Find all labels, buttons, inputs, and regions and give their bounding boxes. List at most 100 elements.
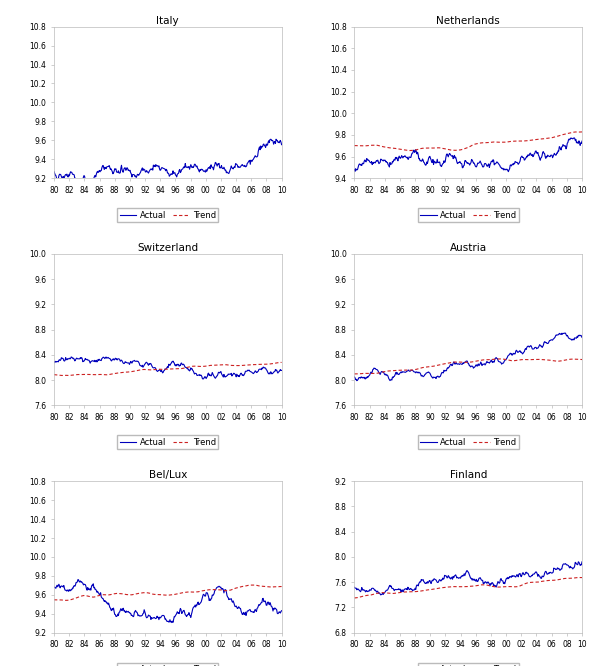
Trend: [389, 589, 396, 597]
Trend: [351, 142, 358, 150]
Actual: [380, 157, 387, 165]
Actual: [274, 369, 281, 377]
Actual: [467, 575, 475, 583]
Legend: Actual, Trend: Actual, Trend: [418, 208, 519, 222]
Actual: [428, 372, 436, 380]
Line: Actual: Actual: [355, 138, 582, 172]
Actual: [518, 571, 526, 579]
Trend: [427, 362, 434, 370]
Actual: [467, 362, 475, 370]
Actual: [505, 168, 512, 176]
Line: Trend: Trend: [54, 585, 281, 600]
Trend: [79, 194, 86, 202]
Legend: Actual, Trend: Actual, Trend: [117, 663, 218, 666]
Line: Trend: Trend: [54, 190, 281, 201]
Actual: [351, 165, 358, 173]
Trend: [406, 147, 413, 155]
Trend: [578, 128, 586, 136]
Line: Actual: Actual: [54, 139, 281, 187]
Legend: Actual, Trend: Actual, Trend: [117, 436, 218, 450]
Actual: [167, 618, 174, 626]
Trend: [88, 194, 95, 202]
Trend: [467, 142, 475, 150]
Title: Austria: Austria: [449, 243, 487, 253]
Actual: [88, 357, 95, 365]
Actual: [575, 332, 582, 340]
Actual: [578, 334, 586, 342]
Trend: [58, 372, 65, 380]
Trend: [388, 367, 395, 375]
Trend: [128, 368, 135, 376]
Actual: [575, 139, 582, 147]
Actual: [377, 591, 385, 599]
Trend: [518, 356, 526, 364]
Trend: [88, 371, 95, 379]
Trend: [167, 196, 174, 204]
Line: Actual: Actual: [355, 333, 582, 381]
Trend: [278, 358, 285, 366]
Line: Actual: Actual: [355, 562, 582, 595]
Actual: [80, 357, 87, 365]
Actual: [389, 585, 396, 593]
Trend: [127, 193, 134, 201]
Trend: [380, 368, 387, 376]
Title: Finland: Finland: [449, 470, 487, 480]
Actual: [68, 353, 75, 361]
Trend: [380, 143, 387, 151]
Actual: [74, 575, 82, 583]
Trend: [574, 128, 581, 136]
Actual: [167, 360, 174, 368]
Trend: [578, 356, 586, 364]
Actual: [467, 159, 474, 167]
Trend: [275, 186, 283, 194]
Trend: [574, 573, 581, 581]
Trend: [428, 144, 436, 152]
Actual: [128, 358, 135, 366]
Actual: [274, 138, 281, 146]
Line: Actual: Actual: [54, 357, 281, 379]
Trend: [218, 190, 225, 198]
Trend: [351, 370, 358, 378]
Trend: [274, 583, 281, 591]
Trend: [274, 359, 281, 367]
Actual: [561, 329, 568, 337]
Actual: [80, 581, 87, 589]
Trend: [128, 591, 135, 599]
Trend: [278, 583, 285, 591]
Title: Netherlands: Netherlands: [436, 16, 500, 26]
Trend: [167, 365, 174, 373]
Trend: [50, 596, 58, 604]
Trend: [63, 596, 70, 604]
Trend: [518, 137, 526, 145]
Actual: [88, 581, 95, 589]
Actual: [574, 561, 581, 569]
Actual: [272, 135, 280, 143]
Title: Bel/Lux: Bel/Lux: [149, 470, 187, 480]
Line: Trend: Trend: [355, 359, 582, 374]
Trend: [88, 593, 95, 601]
Trend: [352, 594, 359, 602]
Trend: [167, 591, 174, 599]
Trend: [50, 371, 58, 379]
Trend: [578, 573, 586, 581]
Actual: [278, 607, 285, 615]
Legend: Actual, Trend: Actual, Trend: [117, 208, 218, 222]
Actual: [218, 162, 225, 170]
Actual: [128, 611, 135, 619]
Trend: [80, 591, 87, 599]
Trend: [278, 186, 285, 194]
Actual: [518, 152, 526, 160]
Trend: [50, 191, 58, 199]
Trend: [428, 585, 436, 593]
Actual: [128, 170, 135, 178]
Actual: [575, 558, 582, 566]
Actual: [380, 369, 388, 377]
Legend: Actual, Trend: Actual, Trend: [418, 663, 519, 666]
Actual: [50, 168, 58, 176]
Trend: [274, 186, 281, 194]
Actual: [389, 373, 396, 381]
Trend: [467, 358, 474, 366]
Actual: [76, 183, 83, 191]
Actual: [80, 173, 87, 181]
Actual: [278, 366, 285, 374]
